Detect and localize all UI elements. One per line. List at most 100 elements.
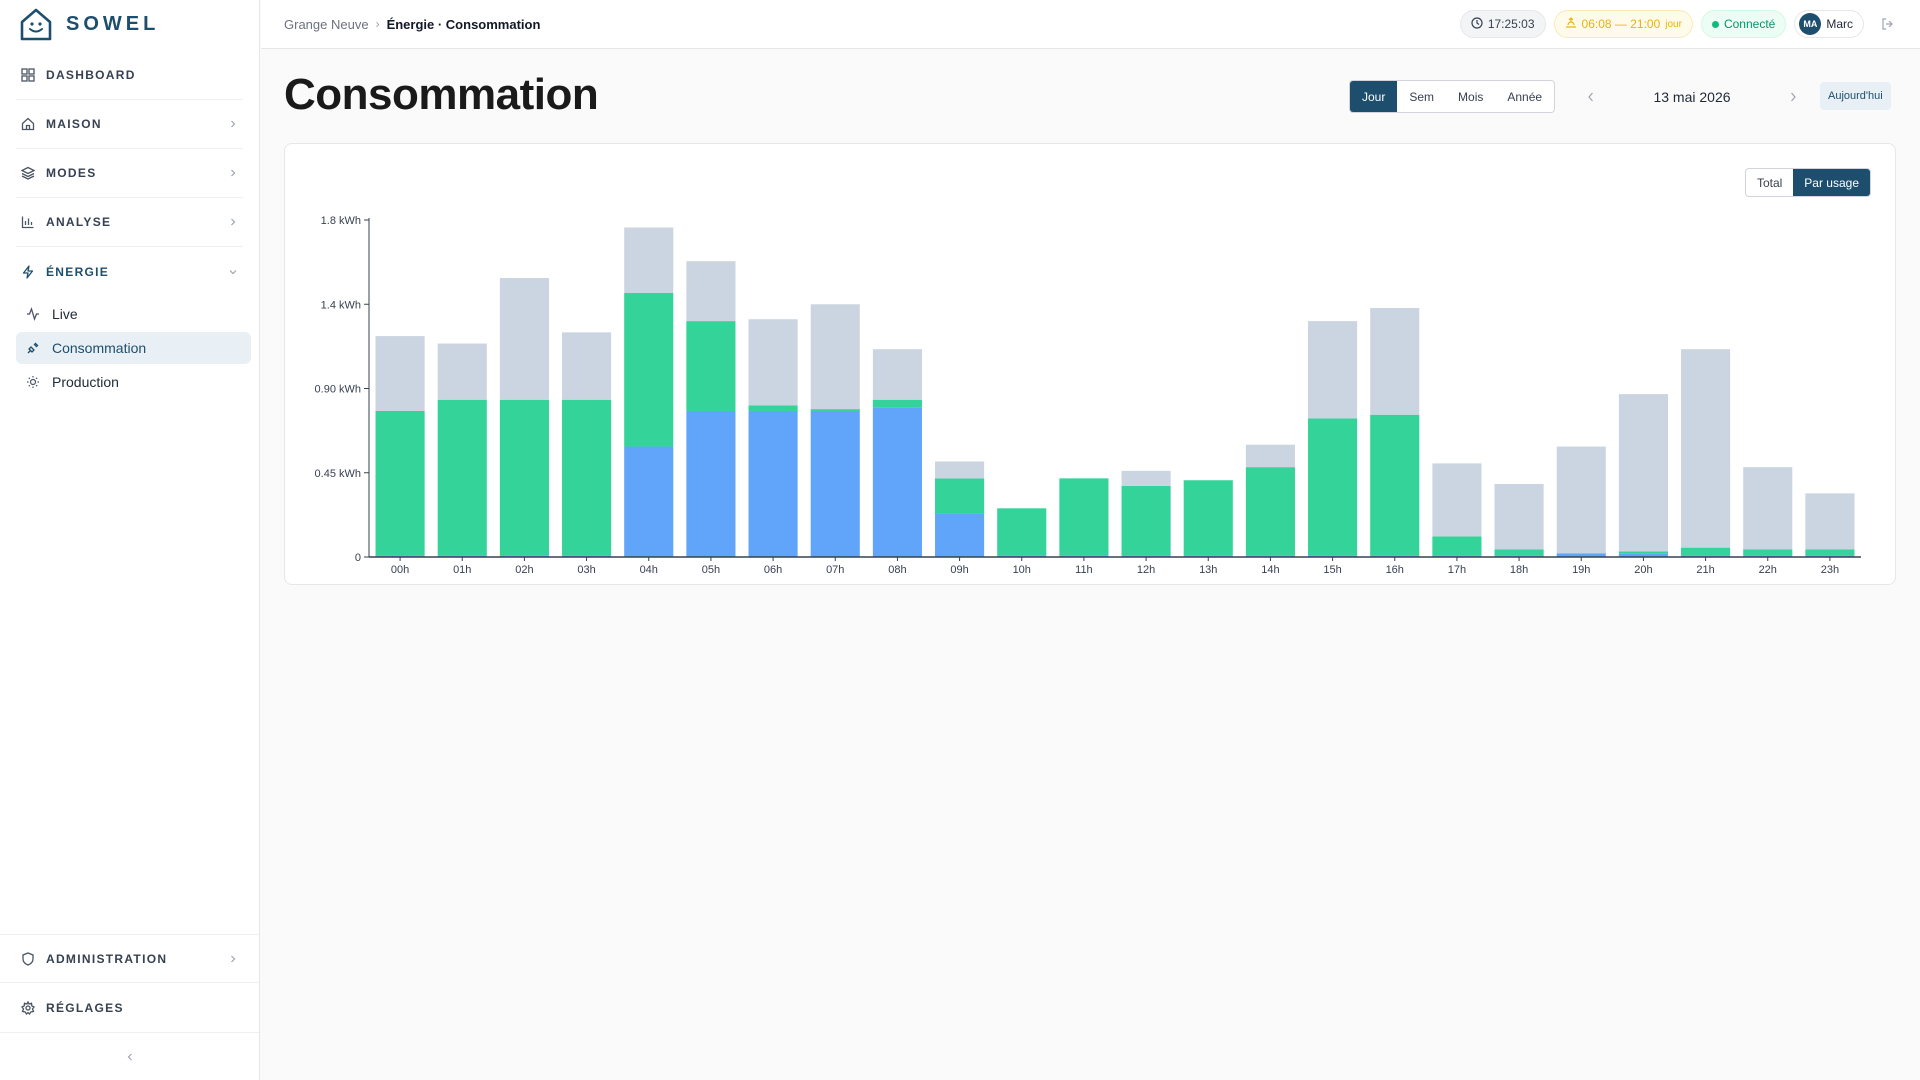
bar-segment <box>437 343 487 400</box>
current-date: 13 mai 2026 <box>1653 88 1731 105</box>
x-tick-label: 00h <box>391 564 409 576</box>
bar-segment <box>562 332 612 400</box>
chevron-left-icon <box>126 1048 134 1066</box>
logout-icon[interactable] <box>1878 14 1898 34</box>
y-tick-label: 0.90 kWh <box>315 384 361 396</box>
period-sem[interactable]: Sem <box>1409 89 1435 104</box>
sidebar-item-live-label: Live <box>52 306 78 322</box>
x-tick-label: 12h <box>1137 564 1155 576</box>
next-date-button[interactable] <box>1782 86 1804 108</box>
bar-segment <box>935 461 985 479</box>
bar-segment <box>375 555 425 557</box>
bar-segment <box>1743 467 1793 550</box>
sidebar-item-production[interactable]: Production <box>16 366 251 398</box>
nav-energie-label: ÉNERGIE <box>46 264 110 279</box>
bar-segment <box>872 399 922 408</box>
bar-segment <box>810 304 860 410</box>
bar-segment <box>375 336 425 411</box>
sun-icon <box>26 375 40 389</box>
bar-segment <box>1059 478 1109 556</box>
connection-status-label: Connecté <box>1723 17 1776 31</box>
nav-modes[interactable]: MODES <box>16 149 243 198</box>
clock-pill: 17:25:03 <box>1459 10 1546 38</box>
bar-segment <box>562 555 612 557</box>
previous-date-button[interactable] <box>1580 86 1602 108</box>
nav-reglages[interactable]: RÉGLAGES <box>0 983 259 1032</box>
bar-segment <box>1183 555 1233 557</box>
period-jour[interactable]: Jour <box>1350 81 1398 112</box>
bar-segment <box>810 410 860 557</box>
activity-icon <box>26 307 40 321</box>
period-mois[interactable]: Mois <box>1458 89 1484 104</box>
bar-segment <box>1743 555 1793 557</box>
bar-segment <box>1618 553 1668 557</box>
bar-segment <box>872 407 922 557</box>
collapse-sidebar-button[interactable] <box>0 1032 259 1080</box>
period-annee[interactable]: Année <box>1507 89 1543 104</box>
x-tick-label: 02h <box>515 564 533 576</box>
gear-icon <box>20 1000 36 1016</box>
clock-time: 17:25:03 <box>1487 17 1535 31</box>
bar-segment <box>1432 536 1482 556</box>
chevron-right-icon <box>227 167 239 179</box>
bar-segment <box>1245 444 1295 468</box>
nav-administration[interactable]: ADMINISTRATION <box>0 934 259 983</box>
chevron-right-icon <box>227 953 239 965</box>
bar-segment <box>1618 551 1668 554</box>
nav-dashboard-label: DASHBOARD <box>46 68 136 82</box>
view-total[interactable]: Total <box>1756 175 1783 190</box>
breadcrumb-home[interactable]: Grange Neuve <box>284 16 369 32</box>
breadcrumb-separator-icon: › <box>375 17 380 31</box>
bar-segment <box>1681 547 1731 556</box>
x-tick-label: 09h <box>950 564 968 576</box>
bar-segment <box>624 227 674 294</box>
bar-segment <box>499 399 549 556</box>
nav-maison[interactable]: MAISON <box>16 100 243 149</box>
bar-segment <box>1245 467 1295 556</box>
chevron-down-icon <box>227 266 239 278</box>
y-tick-label: 1.8 kWh <box>321 215 361 227</box>
sidebar-item-live[interactable]: Live <box>16 298 251 330</box>
logo[interactable]: SOWEL <box>0 0 259 48</box>
bar-segment <box>1805 549 1855 556</box>
sidebar-item-consommation[interactable]: Consommation <box>16 332 251 364</box>
sunrise-icon <box>1565 16 1577 32</box>
x-tick-label: 23h <box>1821 564 1839 576</box>
nav-administration-label: ADMINISTRATION <box>46 951 168 966</box>
x-tick-label: 07h <box>826 564 844 576</box>
topbar: Grange Neuve › Énergie · Consommation 17… <box>261 0 1920 49</box>
view-par-usage[interactable]: Par usage <box>1793 169 1870 196</box>
bar-segment <box>1681 555 1731 557</box>
nav-analyse[interactable]: ANALYSE <box>16 198 243 247</box>
x-tick-label: 18h <box>1510 564 1528 576</box>
bar-segment <box>1494 483 1544 550</box>
bolt-icon <box>20 264 36 280</box>
bar-segment <box>935 478 985 514</box>
bar-segment <box>686 321 736 411</box>
nav-modes-label: MODES <box>46 166 97 180</box>
bar-segment <box>1245 555 1295 557</box>
bar-segment <box>562 399 612 556</box>
today-button[interactable]: Aujourd'hui <box>1820 82 1891 110</box>
user-name: Marc <box>1826 17 1853 31</box>
bar-segment <box>1681 349 1731 548</box>
x-tick-label: 05h <box>702 564 720 576</box>
nav-dashboard[interactable]: DASHBOARD <box>16 51 243 100</box>
sidebar: SOWEL DASHBOARD MAISON MODES ANALYSE ÉNE… <box>0 0 260 1080</box>
x-tick-label: 16h <box>1386 564 1404 576</box>
bar-segment <box>997 555 1047 557</box>
x-tick-label: 04h <box>640 564 658 576</box>
period-selector: Jour Sem Mois Année <box>1349 80 1556 113</box>
house-logo-icon <box>20 8 52 41</box>
clock-icon <box>1471 16 1483 32</box>
nav-analyse-label: ANALYSE <box>46 215 112 229</box>
user-menu[interactable]: MA Marc <box>1794 10 1864 38</box>
sidebar-bottom: ADMINISTRATION RÉGLAGES <box>0 934 259 1080</box>
bar-segment <box>1494 549 1544 556</box>
bar-segment <box>1308 555 1358 557</box>
nav-energie[interactable]: ÉNERGIE <box>16 247 243 296</box>
bar-segment <box>935 513 985 557</box>
x-tick-label: 13h <box>1199 564 1217 576</box>
bar-segment <box>499 555 549 557</box>
x-tick-label: 17h <box>1448 564 1466 576</box>
